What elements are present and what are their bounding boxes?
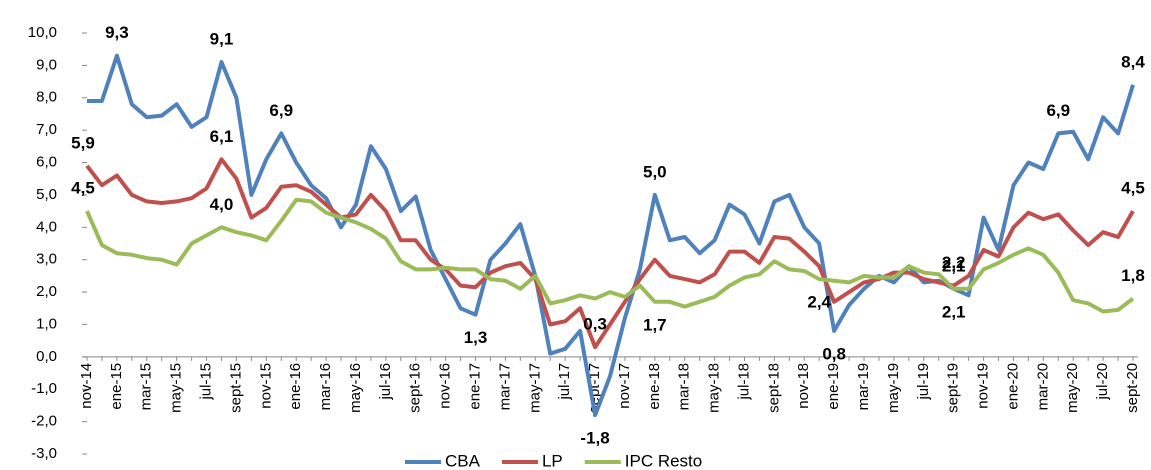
- data-label: 2,2: [942, 253, 966, 272]
- data-label: 4,5: [1121, 179, 1145, 198]
- x-tick-label: nov-15: [257, 363, 274, 409]
- data-label: 2,4: [807, 293, 831, 312]
- data-label: 2,1: [942, 256, 966, 275]
- x-tick-label: jul-15: [198, 363, 215, 401]
- x-tick-label: may-20: [1064, 363, 1081, 413]
- x-tick-label: sept-16: [407, 363, 424, 413]
- data-label: 1,8: [1121, 266, 1145, 285]
- data-label: 5,0: [643, 162, 667, 181]
- legend-label: IPC Resto: [625, 451, 702, 470]
- x-tick-label: nov-17: [616, 363, 633, 409]
- x-tick-label: sept-19: [945, 363, 962, 413]
- x-tick-label: may-17: [526, 363, 543, 413]
- series-line: [85, 197, 1135, 314]
- x-tick-label: mar-20: [1034, 363, 1051, 411]
- x-tick-label: ene-17: [466, 363, 483, 410]
- y-tick-label: 3,0: [36, 251, 57, 268]
- x-tick-label: mar-19: [855, 363, 872, 411]
- x-tick-label: nov-19: [975, 363, 992, 409]
- data-label: 6,1: [210, 127, 234, 146]
- y-tick-label: 5,0: [36, 186, 57, 203]
- x-tick-label: ene-16: [287, 363, 304, 410]
- data-label: 4,5: [71, 179, 95, 198]
- y-tick-label: 6,0: [36, 154, 57, 171]
- x-tick-label: jul-16: [377, 363, 394, 401]
- x-tick-label: may-16: [347, 363, 364, 413]
- y-tick-label: 8,0: [36, 89, 57, 106]
- x-tick-label: ene-19: [825, 363, 842, 410]
- x-tick-label: jul-19: [915, 363, 932, 401]
- data-label: 6,9: [269, 101, 293, 120]
- x-tick-label: mar-15: [138, 363, 155, 411]
- y-tick-label: -3,0: [31, 445, 57, 462]
- y-tick-label: 9,0: [36, 56, 57, 73]
- x-tick-label: mar-18: [676, 363, 693, 411]
- data-label: 4,0: [210, 195, 234, 214]
- series-line: [87, 53, 1135, 418]
- data-label: 6,9: [1046, 101, 1070, 120]
- x-tick-label: mar-17: [496, 363, 513, 411]
- y-tick-label: 1,0: [36, 315, 57, 332]
- x-tick-label: mar-16: [317, 363, 334, 411]
- legend-label: LP: [542, 451, 563, 470]
- series-line: [85, 157, 1135, 350]
- y-tick-label: -1,0: [31, 380, 57, 397]
- data-label: 0,8: [822, 344, 846, 363]
- data-label: -1,8: [580, 429, 609, 448]
- data-label: 2,1: [942, 302, 966, 321]
- x-tick-label: sept-18: [765, 363, 782, 413]
- legend-label: CBA: [445, 451, 481, 470]
- data-label: 9,3: [105, 23, 129, 42]
- data-label: 8,4: [1121, 52, 1145, 71]
- x-tick-label: jul-17: [556, 363, 573, 401]
- y-tick-label: 0,0: [36, 348, 57, 365]
- x-tick-label: nov-18: [795, 363, 812, 409]
- data-label: 1,7: [643, 315, 667, 334]
- x-tick-label: jul-18: [735, 363, 752, 401]
- data-label: 1,3: [464, 328, 488, 347]
- data-label: 0,3: [583, 315, 607, 334]
- x-tick-label: sept-20: [1124, 363, 1141, 413]
- x-tick-label: sept-15: [227, 363, 244, 413]
- x-tick-label: may-19: [885, 363, 902, 413]
- y-tick-label: 7,0: [36, 121, 57, 138]
- y-tick-label: 2,0: [36, 283, 57, 300]
- x-tick-label: may-18: [706, 363, 723, 413]
- x-tick-label: ene-20: [1004, 363, 1021, 410]
- data-label: 9,1: [210, 30, 234, 49]
- y-tick-label: 4,0: [36, 218, 57, 235]
- x-tick-label: jul-20: [1094, 363, 1111, 401]
- x-tick-label: nov-14: [78, 363, 95, 409]
- data-label: 5,9: [71, 133, 95, 152]
- y-tick-label: 10,0: [28, 24, 57, 41]
- x-tick-label: may-15: [168, 363, 185, 413]
- x-tick-label: ene-18: [646, 363, 663, 410]
- y-tick-label: -2,0: [31, 413, 57, 430]
- x-tick-label: ene-15: [108, 363, 125, 410]
- x-tick-label: nov-16: [437, 363, 454, 409]
